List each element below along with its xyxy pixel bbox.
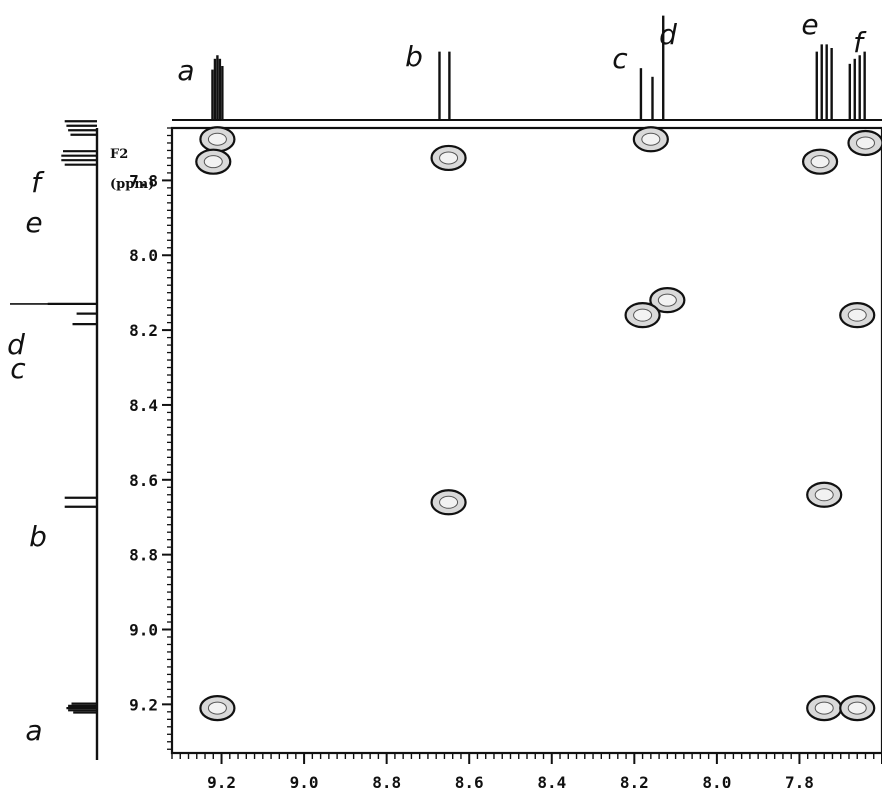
cross-peak-inner-contour	[855, 136, 875, 150]
side-peak-label-c: c	[10, 352, 26, 385]
cross-peak-inner-contour	[633, 308, 653, 322]
y-axis-label-units: (ppm)	[110, 177, 154, 192]
y-tick-label: 8.4	[129, 396, 158, 415]
top-peak-label-e: e	[801, 8, 818, 41]
y-axis: 7.8 8.0 8.2 8.4 8.6 8.8 9.0 9.2	[129, 127, 172, 750]
y-tick-label: 9.2	[129, 695, 158, 714]
top-peak-label-c: c	[612, 42, 628, 75]
cross-peak-inner-contour	[641, 132, 661, 146]
y-axis-label: F2	[110, 147, 128, 162]
cross-peaks	[195, 126, 882, 722]
cross-peak-inner-contour	[814, 701, 834, 715]
top-peak-label-a: a	[177, 54, 194, 87]
cross-peak-inner-contour	[207, 132, 227, 146]
y-tick-label: 8.8	[129, 546, 158, 565]
side-projection	[10, 120, 97, 714]
side-peak-label-a: a	[25, 714, 42, 747]
top-peak-label-d: d	[659, 18, 677, 51]
side-peak-label-f: f	[31, 166, 45, 199]
cross-peak-inner-contour	[207, 701, 227, 715]
cross-peak-inner-contour	[847, 701, 867, 715]
cross-peak-inner-contour	[810, 155, 830, 169]
plot-frame	[170, 126, 882, 755]
y-tick-label: 8.6	[129, 471, 158, 490]
y-tick-label: 8.0	[129, 246, 158, 265]
y-tick-label: 8.2	[129, 321, 158, 340]
x-axis: 9.2 9.0 8.8 8.6 8.4 8.2 8.0 7.8	[171, 753, 882, 792]
x-tick-label: 8.2	[620, 773, 649, 792]
x-tick-label: 9.0	[290, 773, 319, 792]
side-peak-label-b: b	[29, 520, 47, 553]
cross-peak-inner-contour	[814, 488, 834, 502]
x-tick-label: 9.2	[207, 773, 236, 792]
y-tick-label: 7.8	[129, 171, 158, 190]
x-tick-label: 8.4	[537, 773, 566, 792]
x-tick-label: 8.6	[455, 773, 484, 792]
x-tick-label: 7.8	[785, 773, 814, 792]
cross-peak-inner-contour	[657, 293, 677, 307]
cross-peak-inner-contour	[439, 151, 459, 165]
top-projection	[211, 15, 866, 120]
y-axis-label-line1: F2	[110, 147, 128, 162]
top-peak-label-b: b	[405, 40, 423, 73]
y-tick-label: 9.0	[129, 620, 158, 639]
x-tick-label: 8.0	[702, 773, 731, 792]
cross-peak-inner-contour	[847, 308, 867, 322]
side-peak-label-e: e	[25, 206, 42, 239]
side-peak-label-d: d	[7, 328, 25, 361]
x-tick-label: 8.8	[372, 773, 401, 792]
cross-peak-inner-contour	[203, 155, 223, 169]
cross-peak-inner-contour	[439, 495, 459, 509]
